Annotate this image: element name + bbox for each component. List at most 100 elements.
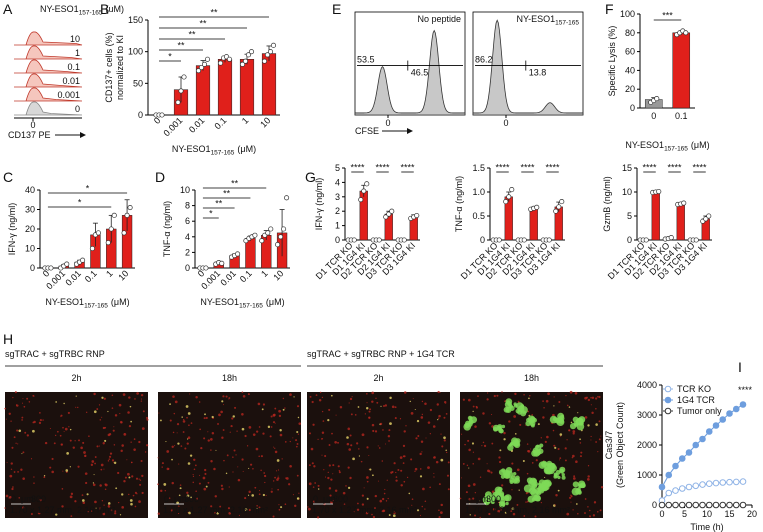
cell-dot [75, 406, 77, 408]
cell-dot [64, 427, 68, 431]
cell-dot [44, 441, 48, 445]
cell-dot [327, 476, 330, 480]
y-tick-label: 0 [630, 103, 635, 113]
series-point [672, 487, 679, 494]
y-tick-label: 6 [185, 216, 190, 226]
cell-dot [296, 474, 299, 477]
cell-dot [195, 490, 197, 492]
replicate-point [376, 237, 382, 243]
cell-dot [296, 430, 299, 434]
replicate-point [503, 199, 509, 205]
cell-dot [487, 469, 490, 473]
cell-dot [157, 457, 159, 459]
cell-dot [395, 471, 397, 474]
cell-dot [257, 402, 261, 406]
cell-dot [30, 513, 33, 516]
y-tick-label: 150 [128, 15, 143, 25]
significance-label: *** [662, 11, 673, 21]
cell-dot [384, 404, 388, 407]
cell-dot [389, 396, 392, 400]
cell-dot [232, 456, 234, 458]
cell-dot [584, 498, 587, 500]
cell-dot [63, 431, 65, 433]
cell-dot [88, 435, 90, 437]
cell-dot [284, 407, 286, 409]
cell-dot [589, 515, 591, 518]
significance-label: * [78, 198, 82, 208]
y-tick-label: 4 [335, 177, 340, 187]
replicate-point [509, 187, 515, 193]
cell-dot [277, 488, 280, 491]
cell-dot [587, 465, 590, 467]
cell-dot [364, 413, 367, 415]
green-cluster [512, 471, 517, 476]
cell-dot [559, 459, 561, 461]
cell-dot [69, 466, 71, 468]
gate-value: 86.2 [475, 55, 493, 65]
cell-dot [90, 463, 94, 467]
replicate-point [361, 188, 367, 194]
cell-dot [69, 428, 72, 431]
cell-dot [24, 431, 27, 434]
y-tick-label: 50 [133, 78, 143, 88]
cell-dot [129, 405, 132, 408]
y-tick-label: 1 [335, 221, 340, 231]
cell-dot [62, 470, 64, 472]
bar [651, 191, 660, 241]
significance-label: * [86, 184, 90, 194]
significance-label: **** [375, 163, 390, 173]
cell-dot [93, 392, 96, 396]
cell-dot [479, 516, 481, 519]
cell-dot [350, 413, 353, 416]
cell-dot [388, 514, 391, 517]
y-tick-label: 2 [185, 247, 190, 257]
significance-label: * [209, 209, 213, 219]
x-tick-label: 0.1 [238, 268, 254, 284]
cell-dot [297, 416, 300, 419]
cell-dot [103, 504, 105, 506]
cell-dot [78, 439, 80, 442]
cell-dot [588, 509, 591, 512]
cell-dot [75, 395, 77, 397]
cell-dot [270, 490, 273, 493]
y-tick-label: 80 [625, 28, 635, 38]
cell-dot [433, 472, 435, 474]
cell-dot [397, 468, 400, 471]
cell-dot [568, 429, 571, 432]
y-tick-label: 0 [30, 263, 35, 273]
cell-dot [343, 503, 346, 505]
cell-dot [435, 460, 439, 464]
y-tick-label: 20 [625, 84, 635, 94]
cell-dot [424, 508, 426, 510]
cell-dot [352, 457, 355, 461]
cell-dot [128, 396, 131, 399]
cell-dot [376, 401, 379, 404]
cell-dot [472, 497, 475, 500]
cell-dot [361, 433, 365, 437]
y-tick-label: 0 [335, 235, 340, 245]
cell-dot [523, 394, 525, 396]
cell-dot [101, 416, 103, 418]
cell-dot [366, 407, 369, 410]
cell-dot [381, 497, 385, 501]
cell-dot [357, 406, 360, 408]
cell-dot [23, 405, 26, 408]
replicate-point [414, 212, 420, 219]
cell-dot [9, 495, 12, 499]
cell-dot [262, 493, 266, 497]
cell-dot [161, 462, 164, 465]
cell-dot [17, 443, 19, 445]
cell-dot [383, 492, 386, 495]
cell-dot [124, 476, 127, 479]
cell-dot [258, 426, 261, 428]
replicate-point [521, 237, 527, 243]
cell-dot [416, 419, 420, 423]
micrograph [5, 392, 148, 518]
replicate-point [261, 58, 268, 64]
cell-dot [498, 456, 501, 459]
cell-dot [112, 429, 115, 432]
cell-dot [123, 432, 127, 436]
cell-dot [328, 408, 331, 411]
cell-dot [587, 506, 589, 508]
cell-dot [354, 414, 357, 416]
